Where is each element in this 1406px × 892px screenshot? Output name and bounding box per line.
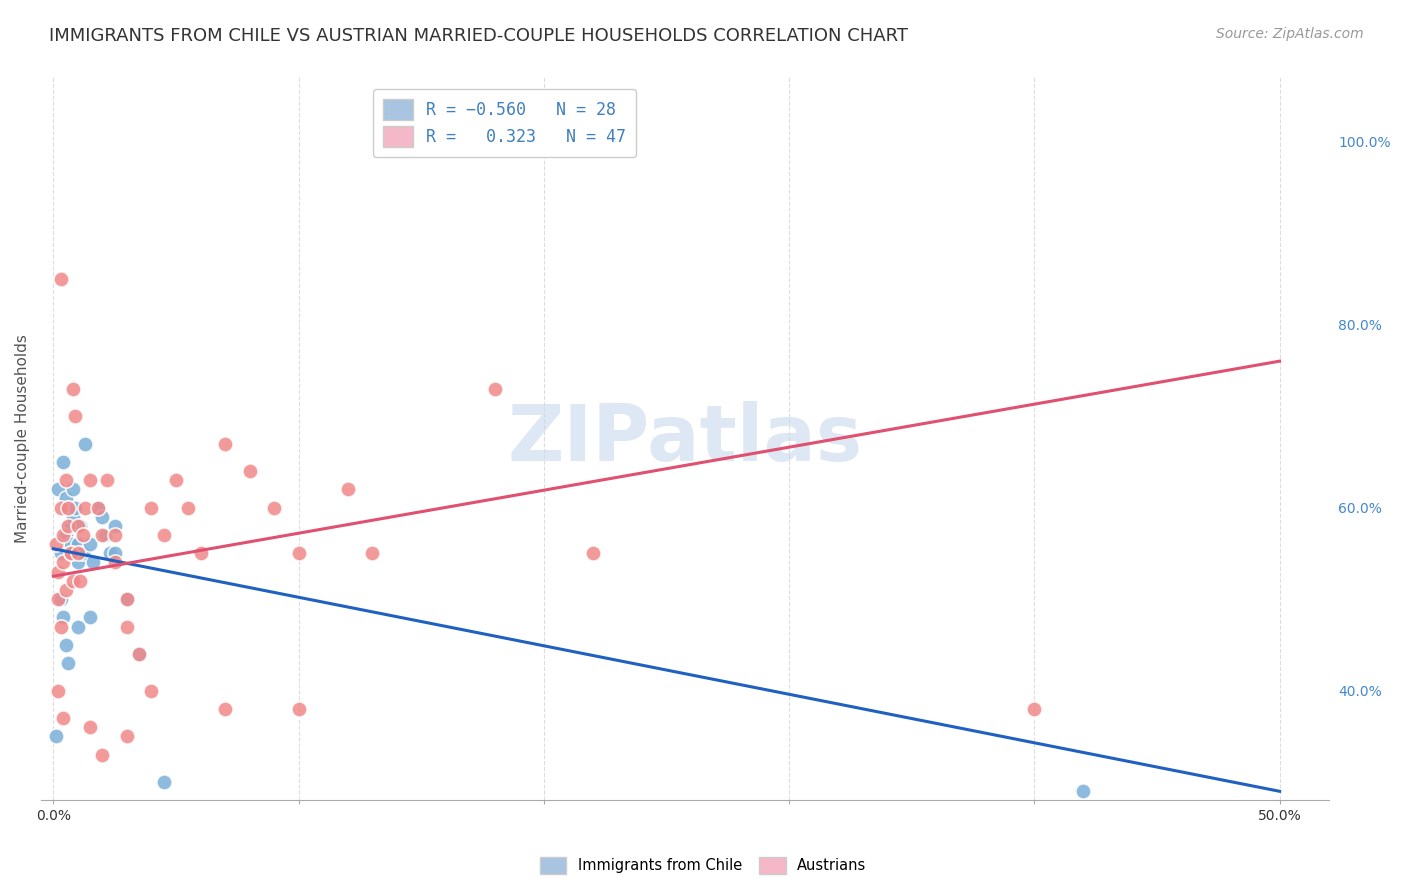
Point <box>52 556 75 570</box>
Point <box>49 592 72 607</box>
Point <box>79 720 101 734</box>
Point <box>104 546 127 560</box>
Point <box>62 574 84 588</box>
Text: IMMIGRANTS FROM CHILE VS AUSTRIAN MARRIED-COUPLE HOUSEHOLDS CORRELATION CHART: IMMIGRANTS FROM CHILE VS AUSTRIAN MARRIE… <box>49 27 908 45</box>
Point <box>104 556 127 570</box>
Point <box>115 730 138 744</box>
Point <box>287 546 309 560</box>
Point <box>86 500 108 515</box>
Point <box>263 500 285 515</box>
Legend: R = −0.560   N = 28, R =   0.323   N = 47: R = −0.560 N = 28, R = 0.323 N = 47 <box>373 89 637 157</box>
Point <box>55 491 77 506</box>
Point <box>115 592 138 607</box>
Point <box>72 528 94 542</box>
Point <box>69 574 91 588</box>
Point <box>190 546 212 560</box>
Point <box>49 546 72 560</box>
Point <box>62 382 84 396</box>
Point <box>46 565 69 579</box>
Point <box>55 473 77 487</box>
Point <box>72 546 94 560</box>
Point <box>75 500 97 515</box>
Point <box>82 556 104 570</box>
Point <box>115 592 138 607</box>
Point <box>56 519 79 533</box>
Point <box>484 382 506 396</box>
Point <box>86 500 108 515</box>
Point <box>66 519 89 533</box>
Point <box>52 610 75 624</box>
Point <box>45 537 67 551</box>
Point <box>98 546 121 560</box>
Point <box>49 500 72 515</box>
Point <box>582 546 605 560</box>
Point <box>287 702 309 716</box>
Point <box>104 519 127 533</box>
Point <box>55 528 77 542</box>
Point <box>62 483 84 497</box>
Point <box>46 483 69 497</box>
Point <box>52 528 75 542</box>
Point <box>1073 784 1095 798</box>
Y-axis label: Married-couple Households: Married-couple Households <box>15 334 30 543</box>
Point <box>141 500 163 515</box>
Point <box>214 436 236 450</box>
Point <box>55 582 77 597</box>
Point <box>128 647 150 661</box>
Point <box>56 656 79 670</box>
Text: ZIPatlas: ZIPatlas <box>508 401 862 477</box>
Point <box>56 500 79 515</box>
Point <box>91 528 114 542</box>
Point <box>45 730 67 744</box>
Point <box>59 519 82 533</box>
Point <box>79 537 101 551</box>
Legend: Immigrants from Chile, Austrians: Immigrants from Chile, Austrians <box>534 851 872 880</box>
Point <box>128 647 150 661</box>
Point <box>49 619 72 633</box>
Point <box>152 775 174 789</box>
Point <box>79 473 101 487</box>
Point <box>96 473 118 487</box>
Point <box>52 455 75 469</box>
Point <box>214 702 236 716</box>
Point <box>59 546 82 560</box>
Point <box>65 409 87 423</box>
Point <box>79 610 101 624</box>
Point <box>239 464 262 478</box>
Text: Source: ZipAtlas.com: Source: ZipAtlas.com <box>1216 27 1364 41</box>
Point <box>75 436 97 450</box>
Point <box>66 556 89 570</box>
Point <box>104 528 127 542</box>
Point <box>62 509 84 524</box>
Point <box>59 546 82 560</box>
Point <box>91 509 114 524</box>
Point <box>177 500 200 515</box>
Point <box>336 483 359 497</box>
Point <box>59 537 82 551</box>
Point <box>65 500 87 515</box>
Point <box>66 619 89 633</box>
Point <box>94 528 117 542</box>
Point <box>55 638 77 652</box>
Point <box>49 272 72 286</box>
Point <box>165 473 187 487</box>
Point <box>69 519 91 533</box>
Point <box>141 683 163 698</box>
Point <box>52 711 75 725</box>
Point <box>66 546 89 560</box>
Point <box>152 528 174 542</box>
Point <box>56 500 79 515</box>
Point <box>66 537 89 551</box>
Point <box>361 546 384 560</box>
Point <box>46 683 69 698</box>
Point <box>46 592 69 607</box>
Point <box>1024 702 1046 716</box>
Point <box>115 619 138 633</box>
Point <box>91 747 114 762</box>
Point <box>56 519 79 533</box>
